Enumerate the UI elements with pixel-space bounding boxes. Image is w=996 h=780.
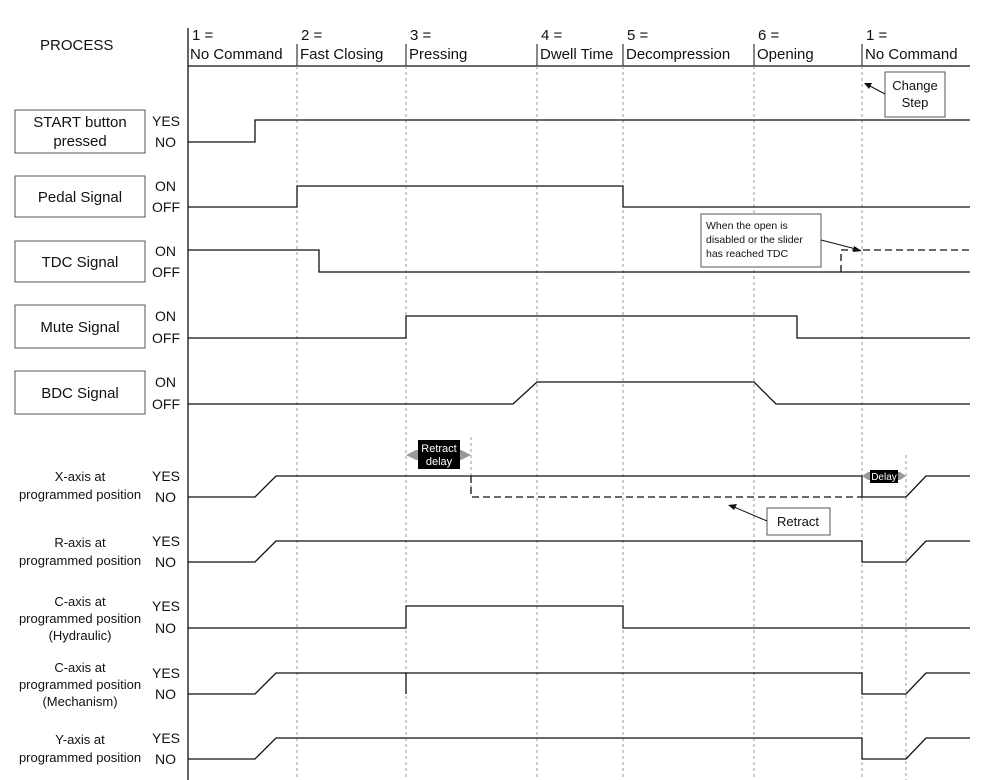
level-high: ON bbox=[155, 243, 176, 259]
level-labels: YES NO ON OFF ON OFF ON OFF ON OFF YES NO YES N… bbox=[152, 113, 180, 767]
level-high: YES bbox=[152, 665, 180, 681]
step-header-1: 1 = No Command bbox=[187, 27, 283, 66]
step-name: Fast Closing bbox=[300, 46, 383, 63]
signal-label-x-axis-2: programmed position bbox=[19, 487, 141, 502]
signal-label-bdc: BDC Signal bbox=[41, 385, 119, 402]
level-high: YES bbox=[152, 468, 180, 484]
signal-label-y-axis: Y-axis at bbox=[55, 732, 105, 747]
tdc-note-text-2: disabled or the slider bbox=[706, 234, 803, 246]
level-high: ON bbox=[155, 178, 176, 194]
waveform-mute bbox=[188, 315, 970, 339]
retract-delay-text-2: delay bbox=[426, 456, 453, 468]
signal-label-tdc: TDC Signal bbox=[42, 254, 119, 271]
signal-label-start-2: pressed bbox=[53, 133, 106, 150]
retract-delay-marker: Retract delay bbox=[406, 440, 471, 469]
waveform-x-axis bbox=[188, 475, 970, 498]
retract-callout: Retract bbox=[728, 504, 831, 536]
step-name: No Command bbox=[865, 46, 958, 63]
arrow-icon bbox=[820, 239, 857, 250]
waveform-c-axis-mech bbox=[188, 672, 970, 695]
step-header-3: 3 = Pressing bbox=[405, 27, 467, 66]
tdc-note-callout: When the open is disabled or the slider … bbox=[700, 213, 862, 268]
waveform-r-axis bbox=[188, 540, 970, 563]
signal-label-y-axis-2: programmed position bbox=[19, 750, 141, 765]
level-high: YES bbox=[152, 730, 180, 746]
signal-label-x-axis: X-axis at bbox=[55, 469, 106, 484]
level-high: YES bbox=[152, 113, 180, 129]
waveform-y-axis bbox=[188, 737, 970, 760]
step-header-5: 5 = Decompression bbox=[622, 27, 730, 66]
retract-delay-text: Retract bbox=[421, 443, 456, 455]
level-high: YES bbox=[152, 533, 180, 549]
arrow-icon bbox=[733, 506, 768, 522]
signal-label-c-axis-hyd-3: (Hydraulic) bbox=[49, 628, 112, 643]
level-low: NO bbox=[155, 686, 176, 702]
step-name: Decompression bbox=[626, 46, 730, 63]
waveforms bbox=[188, 119, 970, 760]
step-header-6: 6 = Opening bbox=[753, 27, 814, 66]
step-number: 4 = bbox=[541, 27, 563, 44]
tdc-note-text-3: has reached TDC bbox=[706, 248, 789, 260]
change-step-text: Change bbox=[892, 78, 938, 93]
signal-label-r-axis-2: programmed position bbox=[19, 553, 141, 568]
tdc-note-text: When the open is bbox=[706, 220, 788, 232]
signal-label-c-axis-hyd-2: programmed position bbox=[19, 611, 141, 626]
level-high: ON bbox=[155, 374, 176, 390]
retract-text: Retract bbox=[777, 514, 819, 529]
step-number: 1 = bbox=[866, 27, 888, 44]
waveform-pedal bbox=[188, 185, 970, 208]
step-header-2: 2 = Fast Closing bbox=[296, 27, 383, 66]
level-low: OFF bbox=[152, 199, 180, 215]
level-high: ON bbox=[155, 308, 176, 324]
delay-marker: Delay bbox=[862, 470, 906, 483]
step-number: 5 = bbox=[627, 27, 649, 44]
step-header-4: 4 = Dwell Time bbox=[536, 27, 613, 66]
signal-label-c-axis-mech-3: (Mechanism) bbox=[42, 694, 117, 709]
step-name: Opening bbox=[757, 46, 814, 63]
step-number: 1 = bbox=[192, 27, 214, 44]
level-low: NO bbox=[155, 489, 176, 505]
step-header-7: 1 = No Command bbox=[861, 27, 958, 66]
waveform-start bbox=[188, 119, 970, 143]
step-name: Pressing bbox=[409, 46, 467, 63]
change-step-callout: Change Step bbox=[864, 71, 946, 118]
step-name: Dwell Time bbox=[540, 46, 613, 63]
signal-label-mute: Mute Signal bbox=[40, 319, 119, 336]
arrow-icon bbox=[867, 84, 886, 95]
signal-label-r-axis: R-axis at bbox=[54, 535, 106, 550]
waveform-tdc bbox=[188, 249, 970, 273]
waveform-tdc-optional bbox=[840, 249, 970, 272]
change-step-text-2: Step bbox=[902, 95, 929, 110]
signal-labels: START button pressed Pedal Signal TDC Si… bbox=[14, 109, 146, 765]
level-low: NO bbox=[155, 554, 176, 570]
level-low: OFF bbox=[152, 396, 180, 412]
level-low: OFF bbox=[152, 264, 180, 280]
signal-label-start: START button bbox=[33, 114, 126, 131]
level-low: NO bbox=[155, 134, 176, 150]
process-label: PROCESS bbox=[40, 37, 113, 54]
step-number: 6 = bbox=[758, 27, 780, 44]
signal-label-pedal: Pedal Signal bbox=[38, 189, 122, 206]
delay-text: Delay bbox=[871, 472, 897, 483]
signal-label-c-axis-mech-2: programmed position bbox=[19, 677, 141, 692]
waveform-x-axis-retract bbox=[470, 476, 862, 498]
waveform-c-axis-hyd bbox=[188, 605, 970, 629]
step-headers: 1 = No Command 2 = Fast Closing 3 = Pressin… bbox=[187, 27, 958, 66]
signal-label-c-axis-mech: C-axis at bbox=[54, 660, 106, 675]
level-low: NO bbox=[155, 620, 176, 636]
waveform-bdc bbox=[188, 381, 970, 405]
level-low: OFF bbox=[152, 330, 180, 346]
level-low: NO bbox=[155, 751, 176, 767]
step-number: 2 = bbox=[301, 27, 323, 44]
signal-label-c-axis-hyd: C-axis at bbox=[54, 594, 106, 609]
step-name: No Command bbox=[190, 46, 283, 63]
step-number: 3 = bbox=[410, 27, 432, 44]
level-high: YES bbox=[152, 598, 180, 614]
